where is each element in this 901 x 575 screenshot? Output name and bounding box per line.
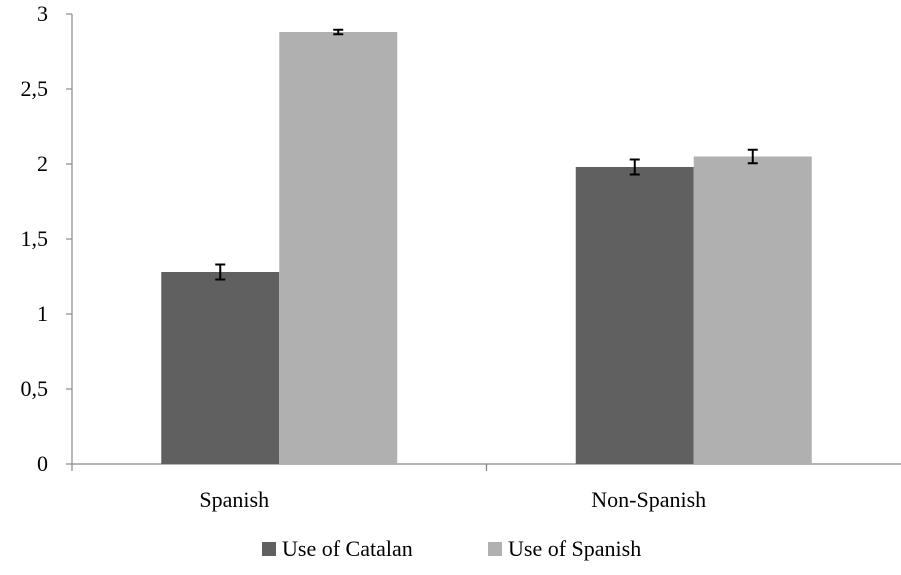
- legend-item: Use of Catalan: [262, 536, 413, 561]
- legend-swatch: [488, 542, 502, 556]
- legend-label: Use of Spanish: [508, 536, 641, 561]
- legend-swatch: [262, 542, 276, 556]
- x-category-label: Non-Spanish: [591, 487, 706, 512]
- y-tick-label: 0: [37, 451, 48, 476]
- bar-use-of-catalan-non-spanish: [575, 167, 694, 464]
- y-tick-label: 1,5: [21, 226, 49, 251]
- bar-use-of-spanish-non-spanish: [693, 156, 812, 464]
- bar-use-of-catalan-spanish: [161, 272, 280, 464]
- y-tick-label: 2: [37, 151, 48, 176]
- error-bar: [747, 148, 758, 165]
- y-tick-label: 3: [37, 1, 48, 26]
- error-bar: [215, 263, 226, 281]
- y-tick-label: 0,5: [21, 376, 49, 401]
- y-axis: 0 0,5 1 1,5 2 2,5 3: [21, 1, 73, 476]
- y-tick-label: 2,5: [21, 76, 49, 101]
- legend-label: Use of Catalan: [282, 536, 413, 561]
- bar-use-of-spanish-spanish: [279, 32, 398, 464]
- legend: Use of Catalan Use of Spanish: [262, 536, 641, 561]
- x-category-label: Spanish: [199, 487, 269, 512]
- error-bar: [333, 28, 344, 36]
- bars: [161, 32, 812, 464]
- x-axis: Spanish Non-Spanish: [71, 463, 901, 512]
- y-tick-label: 1: [37, 301, 48, 326]
- error-bars: [215, 28, 758, 281]
- legend-item: Use of Spanish: [488, 536, 641, 561]
- error-bar: [629, 158, 640, 176]
